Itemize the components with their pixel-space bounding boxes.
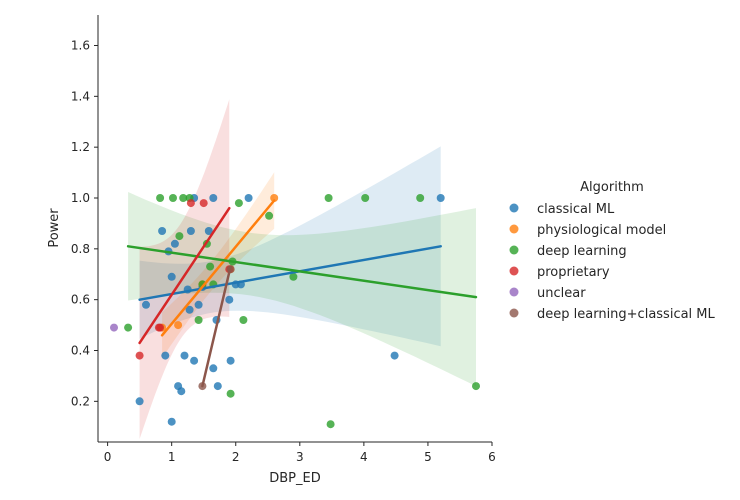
y-tick-label-2: 0.6 — [71, 293, 90, 307]
y-tick-label-3: 0.8 — [71, 242, 90, 256]
data-point-0-1 — [142, 300, 150, 309]
fit-line-3 — [138, 206, 231, 345]
y-axis-label: Power — [47, 208, 62, 248]
data-point-2-0 — [124, 323, 133, 332]
data-point-0-9 — [177, 387, 186, 396]
data-point-0-10 — [180, 351, 189, 360]
data-point-2-4 — [179, 194, 188, 202]
data-point-2-14 — [239, 316, 248, 324]
fit-line-0 — [138, 245, 442, 301]
fit-line-2 — [126, 245, 478, 299]
legend-label-3: proprietary — [537, 265, 610, 280]
data-point-0-13 — [186, 227, 195, 235]
plot-axes: 0 1 2 3 4 5 6 0.2 0.4 0.6 0.8 1.0 1.2 1.4 1.6 — [71, 15, 496, 464]
data-point-2-17 — [324, 194, 333, 202]
y-tick-label-7: 1.6 — [71, 39, 90, 53]
x-tick-label-1: 1 — [168, 450, 176, 464]
data-point-2-16 — [289, 272, 298, 281]
y-tick-label-6: 1.4 — [71, 89, 90, 103]
data-point-0-3 — [161, 351, 170, 360]
y-tick-label-0: 0.2 — [71, 394, 90, 408]
y-tick-label-5: 1.2 — [71, 140, 90, 154]
data-point-3-2 — [156, 323, 165, 332]
data-point-2-20 — [416, 194, 425, 202]
data-point-0-5 — [167, 272, 176, 281]
x-tick-label-2: 2 — [232, 450, 240, 464]
confidence-band-2 — [128, 192, 476, 387]
data-point-0-20 — [209, 194, 218, 202]
data-point-0-16 — [194, 300, 203, 309]
data-point-2-3 — [175, 232, 184, 241]
data-point-2-2 — [169, 194, 177, 202]
x-tick-label-5: 5 — [424, 450, 432, 464]
data-point-0-15 — [190, 356, 199, 365]
legend-marker-0 — [509, 203, 519, 213]
data-point-2-15 — [265, 211, 274, 220]
data-point-0-0 — [135, 397, 144, 406]
fit-line-1 — [160, 199, 276, 337]
data-point-0-18 — [204, 227, 213, 235]
legend: Algorithm classical ML physiological mode… — [509, 180, 716, 322]
data-point-2-18 — [326, 420, 335, 429]
x-tick-label-0: 0 — [104, 450, 112, 464]
data-point-0-7 — [170, 239, 179, 248]
x-tick-label-4: 4 — [360, 450, 368, 464]
data-point-0-28 — [390, 351, 399, 360]
x-tick-label-6: 6 — [488, 450, 496, 464]
legend-label-2: deep learning — [537, 244, 627, 259]
data-point-0-12 — [185, 305, 194, 314]
data-point-2-6 — [194, 316, 203, 324]
fit-line-5 — [201, 265, 232, 388]
legend-marker-1 — [509, 224, 519, 234]
scatter-points — [110, 194, 480, 429]
legend-marker-2 — [509, 245, 519, 255]
data-point-4-0 — [110, 323, 118, 332]
data-point-2-7 — [198, 280, 207, 289]
data-point-2-9 — [206, 262, 215, 271]
legend-title: Algorithm — [580, 180, 644, 195]
data-point-0-6 — [167, 417, 176, 426]
legend-marker-5 — [509, 308, 519, 318]
x-tick-label-3: 3 — [296, 450, 304, 464]
legend-label-1: physiological model — [537, 223, 666, 238]
y-tick-label-1: 0.4 — [71, 344, 90, 358]
data-point-2-11 — [226, 389, 235, 398]
data-point-2-13 — [234, 199, 243, 208]
data-point-2-19 — [361, 194, 370, 202]
data-point-0-2 — [158, 227, 167, 235]
data-point-1-4 — [270, 194, 279, 202]
data-point-0-22 — [213, 382, 222, 391]
data-point-3-3 — [186, 199, 195, 208]
data-point-3-0 — [135, 351, 144, 360]
legend-marker-3 — [509, 266, 519, 276]
data-point-1-1 — [174, 321, 183, 330]
x-axis-label: DBP_ED — [269, 471, 321, 486]
data-point-0-24 — [226, 356, 235, 365]
data-point-0-27 — [244, 194, 253, 202]
data-point-0-19 — [209, 364, 218, 373]
data-point-0-29 — [436, 194, 445, 202]
legend-label-4: unclear — [537, 286, 586, 301]
data-point-0-23 — [225, 295, 234, 304]
regression-lines — [126, 199, 478, 388]
legend-label-5: deep learning+classical ML — [537, 307, 716, 322]
legend-marker-4 — [509, 287, 519, 297]
data-point-2-21 — [472, 382, 480, 391]
y-tick-label-4: 1.0 — [71, 191, 90, 205]
data-point-3-4 — [199, 199, 208, 208]
data-point-2-1 — [156, 194, 165, 202]
legend-label-0: classical ML — [537, 202, 615, 217]
